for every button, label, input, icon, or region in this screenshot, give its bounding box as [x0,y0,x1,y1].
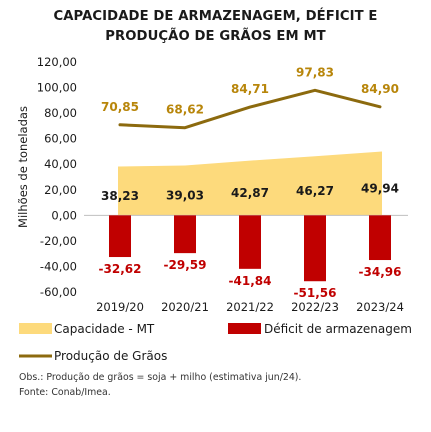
capacity-data-label: 42,87 [231,186,269,200]
deficit-data-label: -34,96 [359,265,402,279]
legend-label-deficit: Déficit de armazenagem [264,322,412,336]
chart-title-line-1: CAPACIDADE DE ARMAZENAGEM, DÉFICIT E [53,9,378,24]
y-tick-label: 100,00 [37,81,77,95]
legend-swatch-deficit [228,323,261,334]
y-tick-label: -60,00 [40,285,77,299]
y-tick-label: 40,00 [44,157,77,171]
x-category-label: 2022/23 [291,300,339,314]
production-data-label: 84,90 [361,82,399,96]
production-point [118,123,122,127]
chart-title-line-2: PRODUÇÃO DE GRÃOS EM MT [105,29,326,44]
production-point [313,89,317,92]
x-category-label: 2020/21 [161,300,209,314]
x-category-label: 2019/20 [96,300,144,314]
deficit-bar [369,215,391,261]
chart-source: Fonte: Conab/Imea. [19,387,111,398]
capacity-data-label: 39,03 [166,188,204,202]
x-category-label: 2021/22 [226,300,274,314]
capacity-data-label: 38,23 [101,189,139,203]
deficit-bar [174,215,196,254]
legend-label-production: Produção de Grãos [54,349,167,363]
production-data-label: 97,83 [296,65,334,79]
y-tick-label: -20,00 [40,234,77,248]
deficit-bar [109,215,131,258]
capacity-data-label: 46,27 [296,184,334,198]
deficit-bar [239,215,261,269]
capacity-area [118,151,382,216]
capacity-data-label: 49,94 [361,181,399,195]
deficit-bar [304,215,326,282]
legend-swatch-capacity [19,323,52,334]
y-tick-label: 0,00 [51,208,77,222]
y-axis-title: Milhões de toneladas [16,106,30,228]
legend-label-capacity: Capacidade - MT [54,322,155,336]
production-data-label: 84,71 [231,82,269,96]
y-tick-label: -40,00 [40,259,77,273]
y-tick-label: 60,00 [44,132,77,146]
x-category-label: 2023/24 [356,300,404,314]
deficit-data-label: -41,84 [229,274,272,288]
production-point [248,105,252,109]
chart-note: Obs.: Produção de grãos = soja + milho (… [19,372,302,383]
y-tick-label: 80,00 [44,106,77,120]
production-point [378,105,382,109]
deficit-data-label: -51,56 [294,286,337,300]
y-tick-label: 20,00 [44,183,77,197]
deficit-data-label: -32,62 [99,262,142,276]
production-data-label: 68,62 [166,103,204,117]
production-data-label: 70,85 [101,100,139,114]
deficit-data-label: -29,59 [164,258,207,272]
y-tick-label: 120,00 [37,55,77,69]
production-point [183,126,187,129]
